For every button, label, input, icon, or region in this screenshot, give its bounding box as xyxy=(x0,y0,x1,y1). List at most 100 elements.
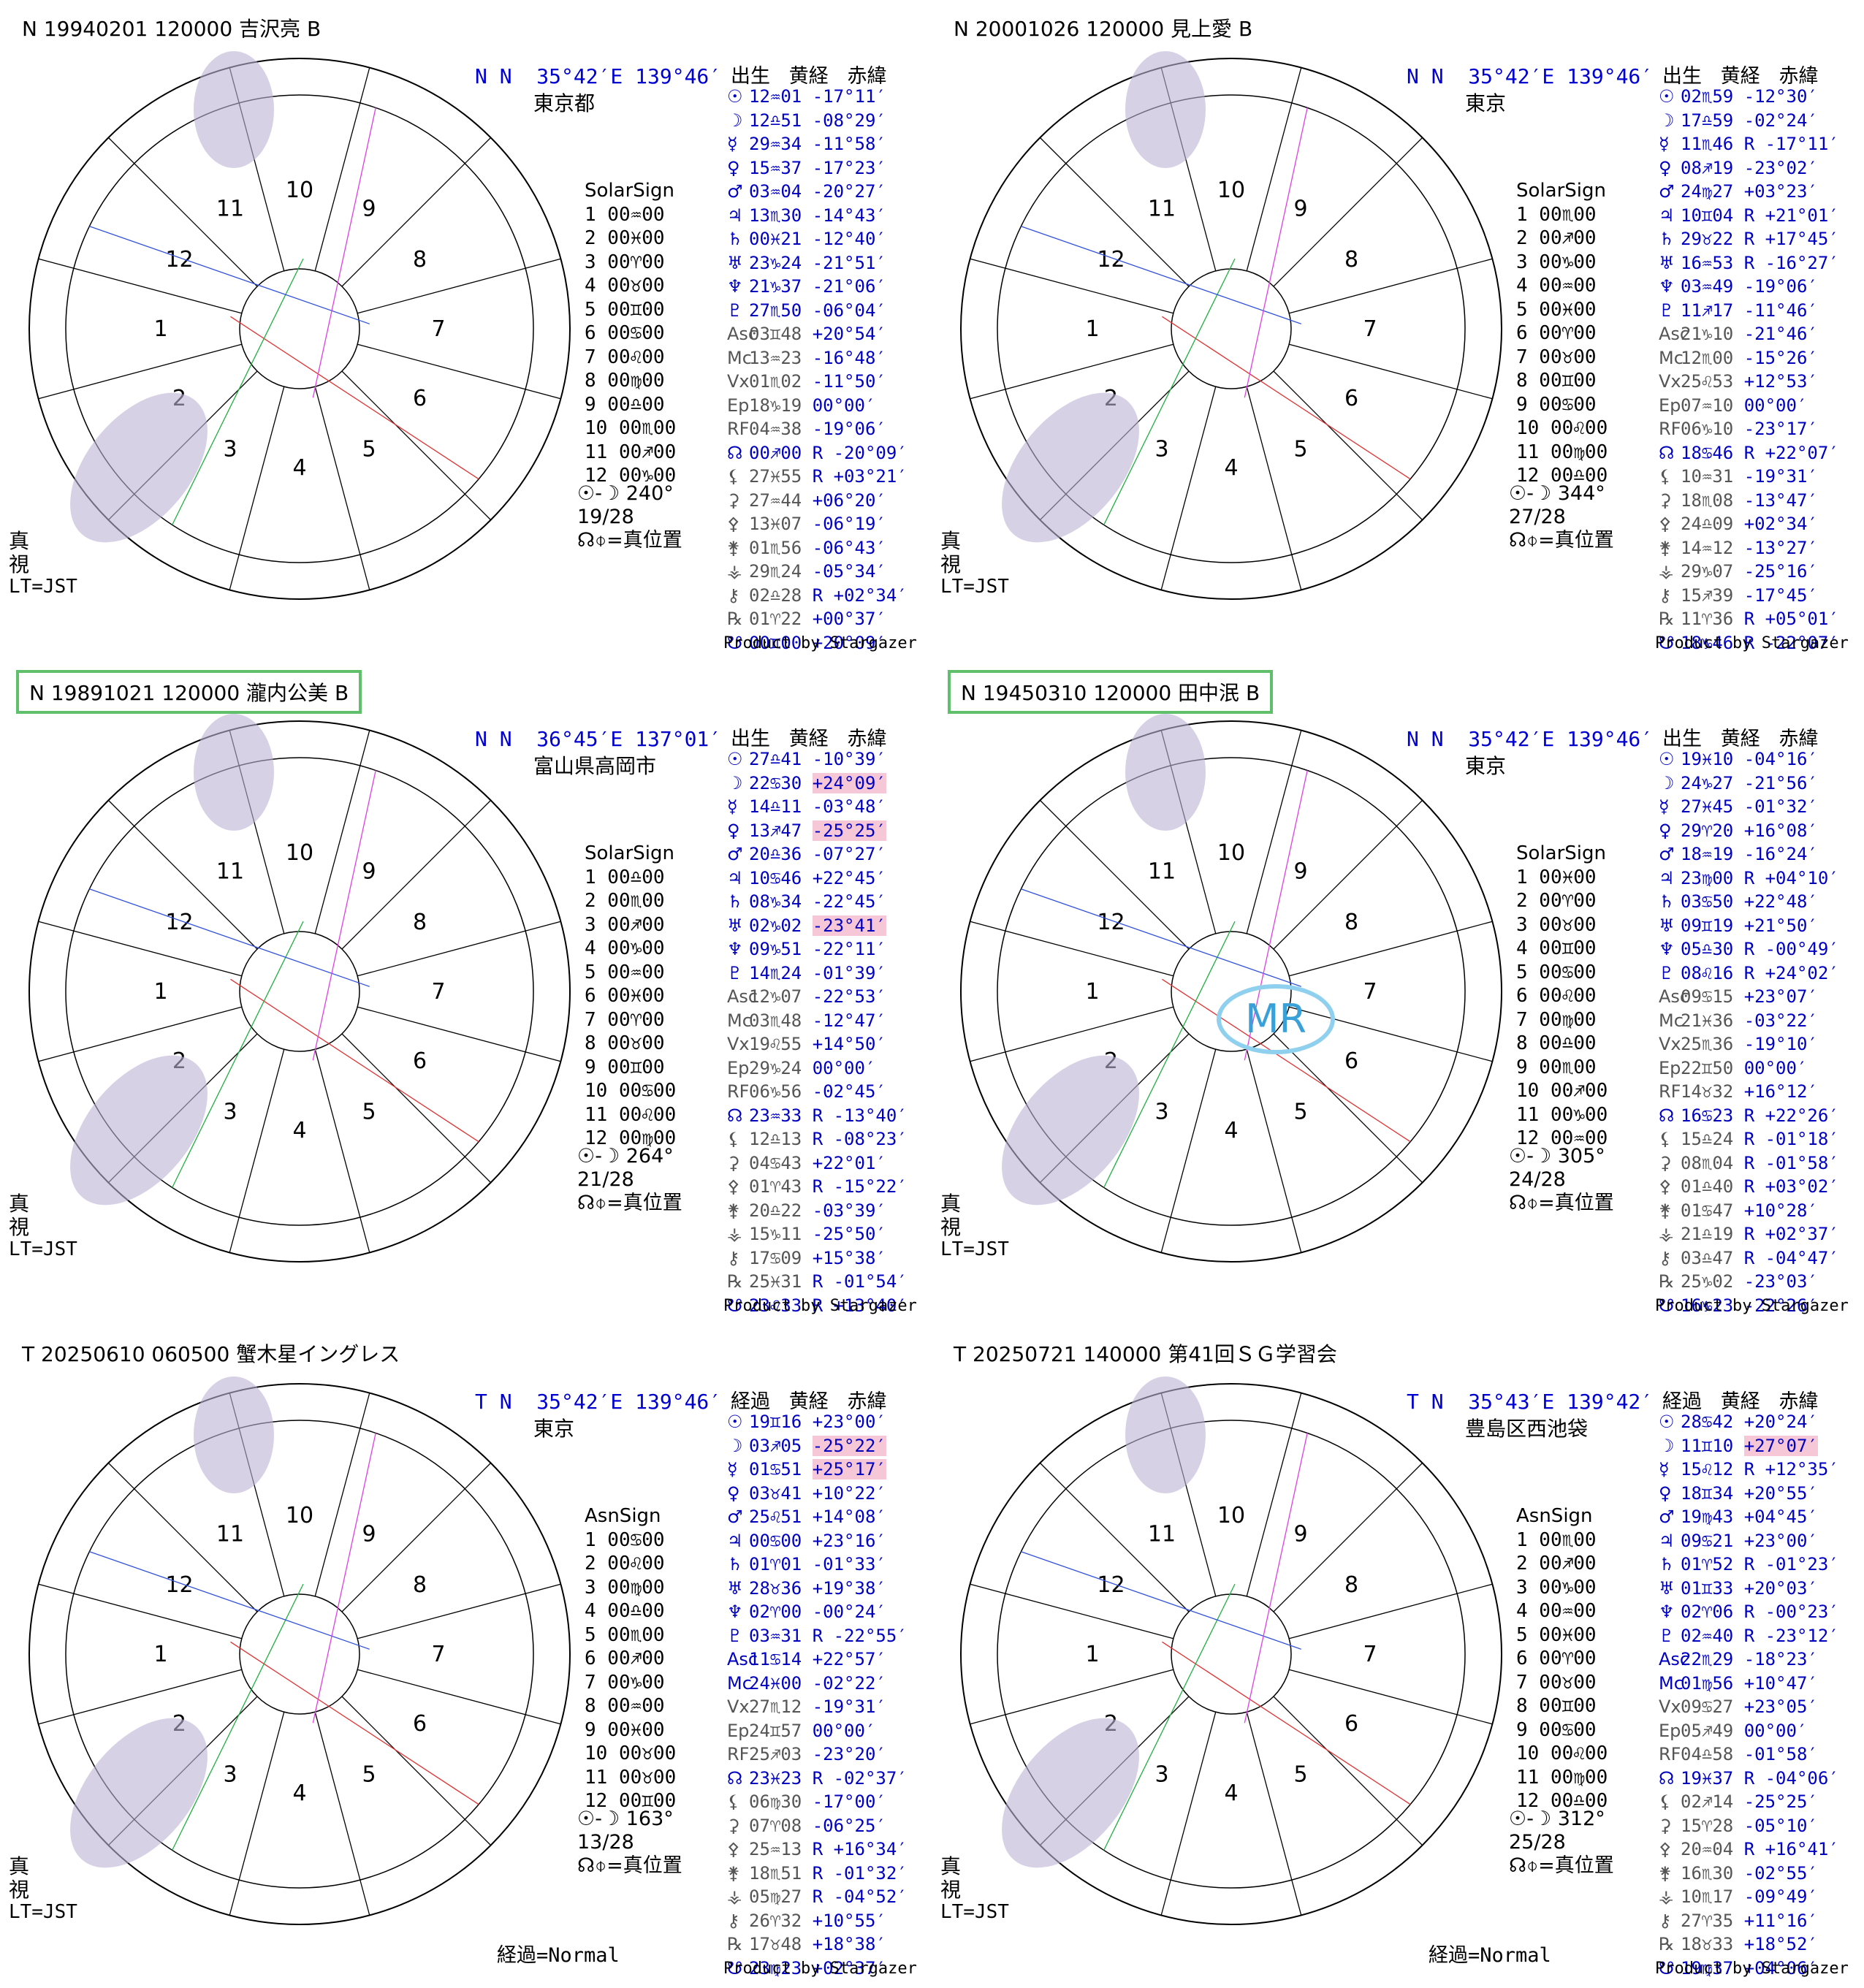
house-cusp-line xyxy=(229,1712,285,1916)
planet-glyph: ℞ xyxy=(1659,1271,1675,1292)
house-number: 5 xyxy=(362,1100,376,1125)
planet-declination: -23°17′ xyxy=(1743,419,1818,439)
product-credit: Product by Stargazer xyxy=(723,1960,917,1978)
planet-row: ♂ 25♌51 +14°08′ xyxy=(727,1505,908,1529)
planet-glyph: Ep xyxy=(727,395,750,416)
house-cusp-line xyxy=(1246,67,1302,271)
planet-glyph: ⚵ xyxy=(727,1200,740,1221)
planet-longitude: 15♎24 xyxy=(1681,1129,1734,1149)
planet-longitude: 21♑37 xyxy=(749,276,802,297)
moon-phase: ☉-☽ 240° 19/28 xyxy=(577,482,674,528)
planet-longitude: 09♑51 xyxy=(749,939,802,959)
planet-declination: R -16°27′ xyxy=(1743,252,1839,273)
planet-glyph: ☽ xyxy=(1659,110,1675,131)
house-cusp-line xyxy=(1273,799,1423,950)
house-cusp-line xyxy=(341,1462,492,1612)
planet-glyph: Mc xyxy=(727,347,752,368)
house-number: 6 xyxy=(413,1711,427,1737)
planet-declination: -05°34′ xyxy=(812,561,886,582)
planet-longitude: 25♌53 xyxy=(1681,371,1734,392)
planet-declination: -25°25′ xyxy=(1743,1791,1818,1812)
house-cusp-line xyxy=(357,1006,561,1062)
horoscope-wheel: 123456789101112 xyxy=(28,1376,571,1925)
planet-declination: +06°20′ xyxy=(812,490,886,511)
planet-longitude: 03♉41 xyxy=(749,1482,802,1504)
planet-glyph: RF xyxy=(727,1081,750,1102)
inner-ring xyxy=(997,757,1466,1226)
house-system-label: SolarSign xyxy=(1516,842,1606,864)
planet-declination: +18°38′ xyxy=(812,1934,886,1954)
planet-row: ♆ 21♑37 -21°06′ xyxy=(727,275,908,299)
planet-declination: R -23°12′ xyxy=(1743,1625,1839,1646)
planet-declination: R -01°58′ xyxy=(1743,1152,1839,1173)
planet-row: ⚸ 06♍30 -17°00′ xyxy=(727,1790,908,1814)
planet-longitude: 18♋46 xyxy=(1681,442,1734,463)
chart-title: T 20250721 140000 第41回ＳＧ学習会 xyxy=(954,1342,1337,1366)
planet-longitude: 23♒33 xyxy=(749,1105,802,1126)
house-cusp-row: 11 00♑00 xyxy=(1516,1103,1608,1126)
planet-declination: +23°16′ xyxy=(812,1530,886,1551)
planet-longitude: 27♏12 xyxy=(749,1696,802,1717)
planet-declination: +10°55′ xyxy=(812,1910,886,1931)
house-cusp-row: 7 00♑00 xyxy=(585,1671,665,1694)
planet-declination: +00°37′ xyxy=(812,609,886,629)
moon-phase: ☉-☽ 163° 13/28 xyxy=(577,1808,674,1854)
planet-longitude: 11♊10 xyxy=(1681,1435,1734,1456)
planet-declination: -22°53′ xyxy=(812,986,886,1007)
planet-glyph: ♆ xyxy=(727,939,743,959)
planet-glyph: ⚸ xyxy=(1659,1791,1672,1812)
aspect-line xyxy=(230,1641,479,1805)
planet-declination: R +16°34′ xyxy=(812,1839,908,1859)
planet-declination: -19°31′ xyxy=(812,1696,886,1717)
planet-glyph: ⚳ xyxy=(727,490,740,511)
planet-row: Mc24♓00 -02°22′ xyxy=(727,1672,908,1696)
planet-declination: -21°46′ xyxy=(1743,324,1818,344)
product-credit: Product by Stargazer xyxy=(1655,1960,1849,1978)
planet-row: ♃ 00♋00 +23°16′ xyxy=(727,1529,908,1553)
planet-row: RF04♒38 -19°06′ xyxy=(727,417,908,441)
chart-title: N 19891021 120000 瀧内公美 B xyxy=(16,670,362,714)
planet-longitude: 15♑11 xyxy=(749,1224,802,1244)
planet-row: ♆ 02♈00 -00°24′ xyxy=(727,1600,908,1624)
highlight-ellipse xyxy=(1002,1718,1139,1868)
planet-longitude: 22♋30 xyxy=(749,772,802,793)
planet-row: ☽ 22♋30 +24°09′ xyxy=(727,772,908,796)
planet-row: ☉ 19♓10 -04°16′ xyxy=(1659,747,1839,772)
planet-declination: -19°06′ xyxy=(812,419,886,439)
planet-longitude: 01♈52 xyxy=(1681,1554,1734,1574)
planet-glyph: ⚸ xyxy=(727,1791,740,1812)
planet-declination: R -04°47′ xyxy=(1743,1247,1839,1268)
planet-glyph: ⚶ xyxy=(727,561,742,582)
chart-panel: T 20250721 140000 第41回ＳＧ学習会1234567891011… xyxy=(932,1325,1863,1988)
planet-longitude: 12♒01 xyxy=(749,86,802,107)
house-cusp-line xyxy=(357,1669,561,1725)
outer-ring xyxy=(28,1383,571,1925)
planet-glyph: Vx xyxy=(727,1696,750,1717)
planet-declination: -23°03′ xyxy=(1743,1271,1818,1292)
location-coords: T N 35°43′E 139°42′ xyxy=(1407,1390,1654,1414)
planet-longitude: 23♍00 xyxy=(1681,867,1734,888)
house-cusp-line xyxy=(341,1696,492,1846)
planet-row: ℞ 18♉33 +18°52′ xyxy=(1659,1932,1839,1957)
planet-row: ☉ 28♋42 +20°24′ xyxy=(1659,1410,1839,1434)
location-name: 東京 xyxy=(533,1417,575,1441)
planet-declination: R +12°35′ xyxy=(1743,1459,1839,1479)
house-number: 4 xyxy=(292,455,306,481)
planet-row: ☽ 03♐05 -25°22′ xyxy=(727,1434,908,1458)
house-number: 9 xyxy=(1293,1521,1307,1547)
aspect-line xyxy=(1103,1583,1236,1851)
planet-longitude: 01♊33 xyxy=(1681,1577,1734,1599)
house-number: 7 xyxy=(1363,316,1377,342)
house-cusp-line xyxy=(970,343,1173,400)
planet-row: ⚴ 01♎40 R +03°02′ xyxy=(1659,1175,1839,1199)
transit-mode: 経過=Normal xyxy=(497,1944,620,1967)
planet-declination: R +02°34′ xyxy=(812,584,908,606)
planet-glyph: ☿ xyxy=(1659,134,1670,154)
planet-declination: -13°47′ xyxy=(1743,490,1818,511)
house-number: 5 xyxy=(362,437,376,462)
planet-longitude: 08♑34 xyxy=(749,891,802,912)
planet-declination: R -17°11′ xyxy=(1743,134,1839,154)
planet-table-header: 出生 黄経 赤緯 xyxy=(731,728,887,750)
house-number: 6 xyxy=(1344,1048,1358,1074)
planet-declination: -07°27′ xyxy=(812,844,886,864)
